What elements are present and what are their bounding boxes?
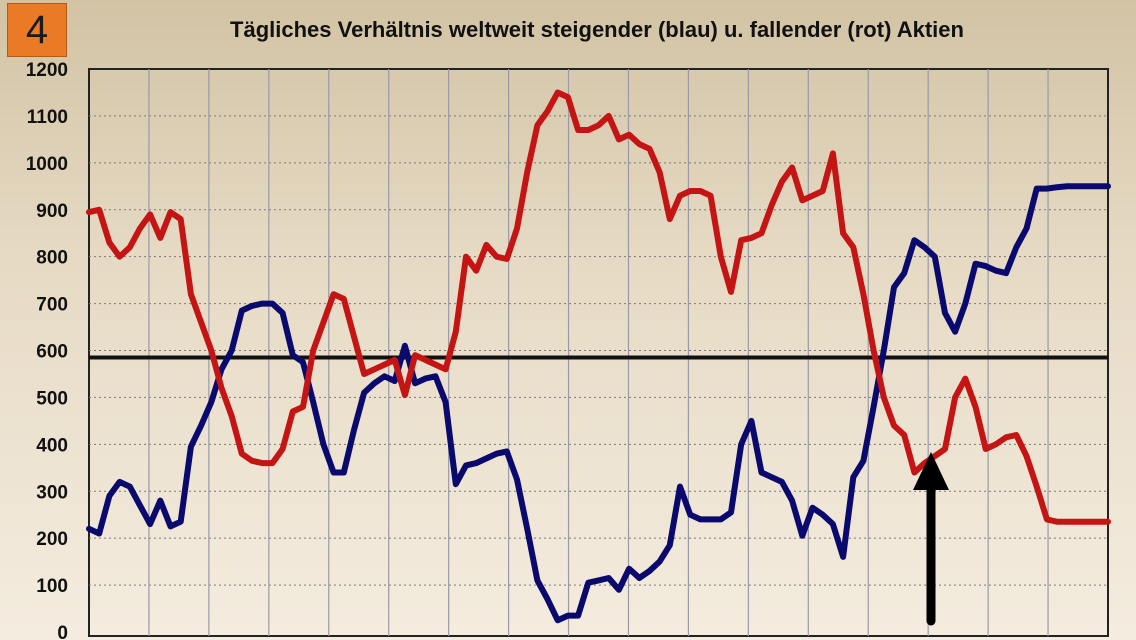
crossing-arrow bbox=[913, 452, 949, 626]
y-tick-label: 300 bbox=[36, 482, 68, 503]
y-tick-label: 700 bbox=[36, 295, 68, 316]
y-tick-label: 200 bbox=[36, 529, 68, 550]
y-tick-label: 600 bbox=[36, 342, 68, 363]
y-tick-label: 1200 bbox=[26, 60, 68, 81]
y-tick-label: 900 bbox=[36, 201, 68, 222]
y-tick-label: 1100 bbox=[27, 107, 68, 128]
y-axis-ticks: 0 100 200 300 400 500 600 700 800 900 1000 1100 1200 bbox=[26, 60, 68, 640]
y-tick-label: 800 bbox=[36, 248, 68, 269]
plot-area bbox=[88, 68, 1109, 637]
chart-title: Tägliches Verhältnis weltweit steigender… bbox=[230, 17, 964, 42]
slide-number-badge: 4 bbox=[7, 3, 67, 57]
y-tick-label: 100 bbox=[36, 576, 68, 597]
arrow-head bbox=[913, 452, 949, 490]
y-tick-label: 1000 bbox=[26, 154, 68, 175]
y-tick-label: 400 bbox=[36, 435, 68, 456]
y-tick-label: 500 bbox=[36, 388, 68, 409]
y-tick-label: 0 bbox=[57, 623, 68, 640]
series-line-blue bbox=[86, 183, 1111, 624]
series-line-red bbox=[86, 89, 1111, 525]
grid bbox=[89, 69, 1108, 636]
series-lines bbox=[86, 89, 1111, 624]
